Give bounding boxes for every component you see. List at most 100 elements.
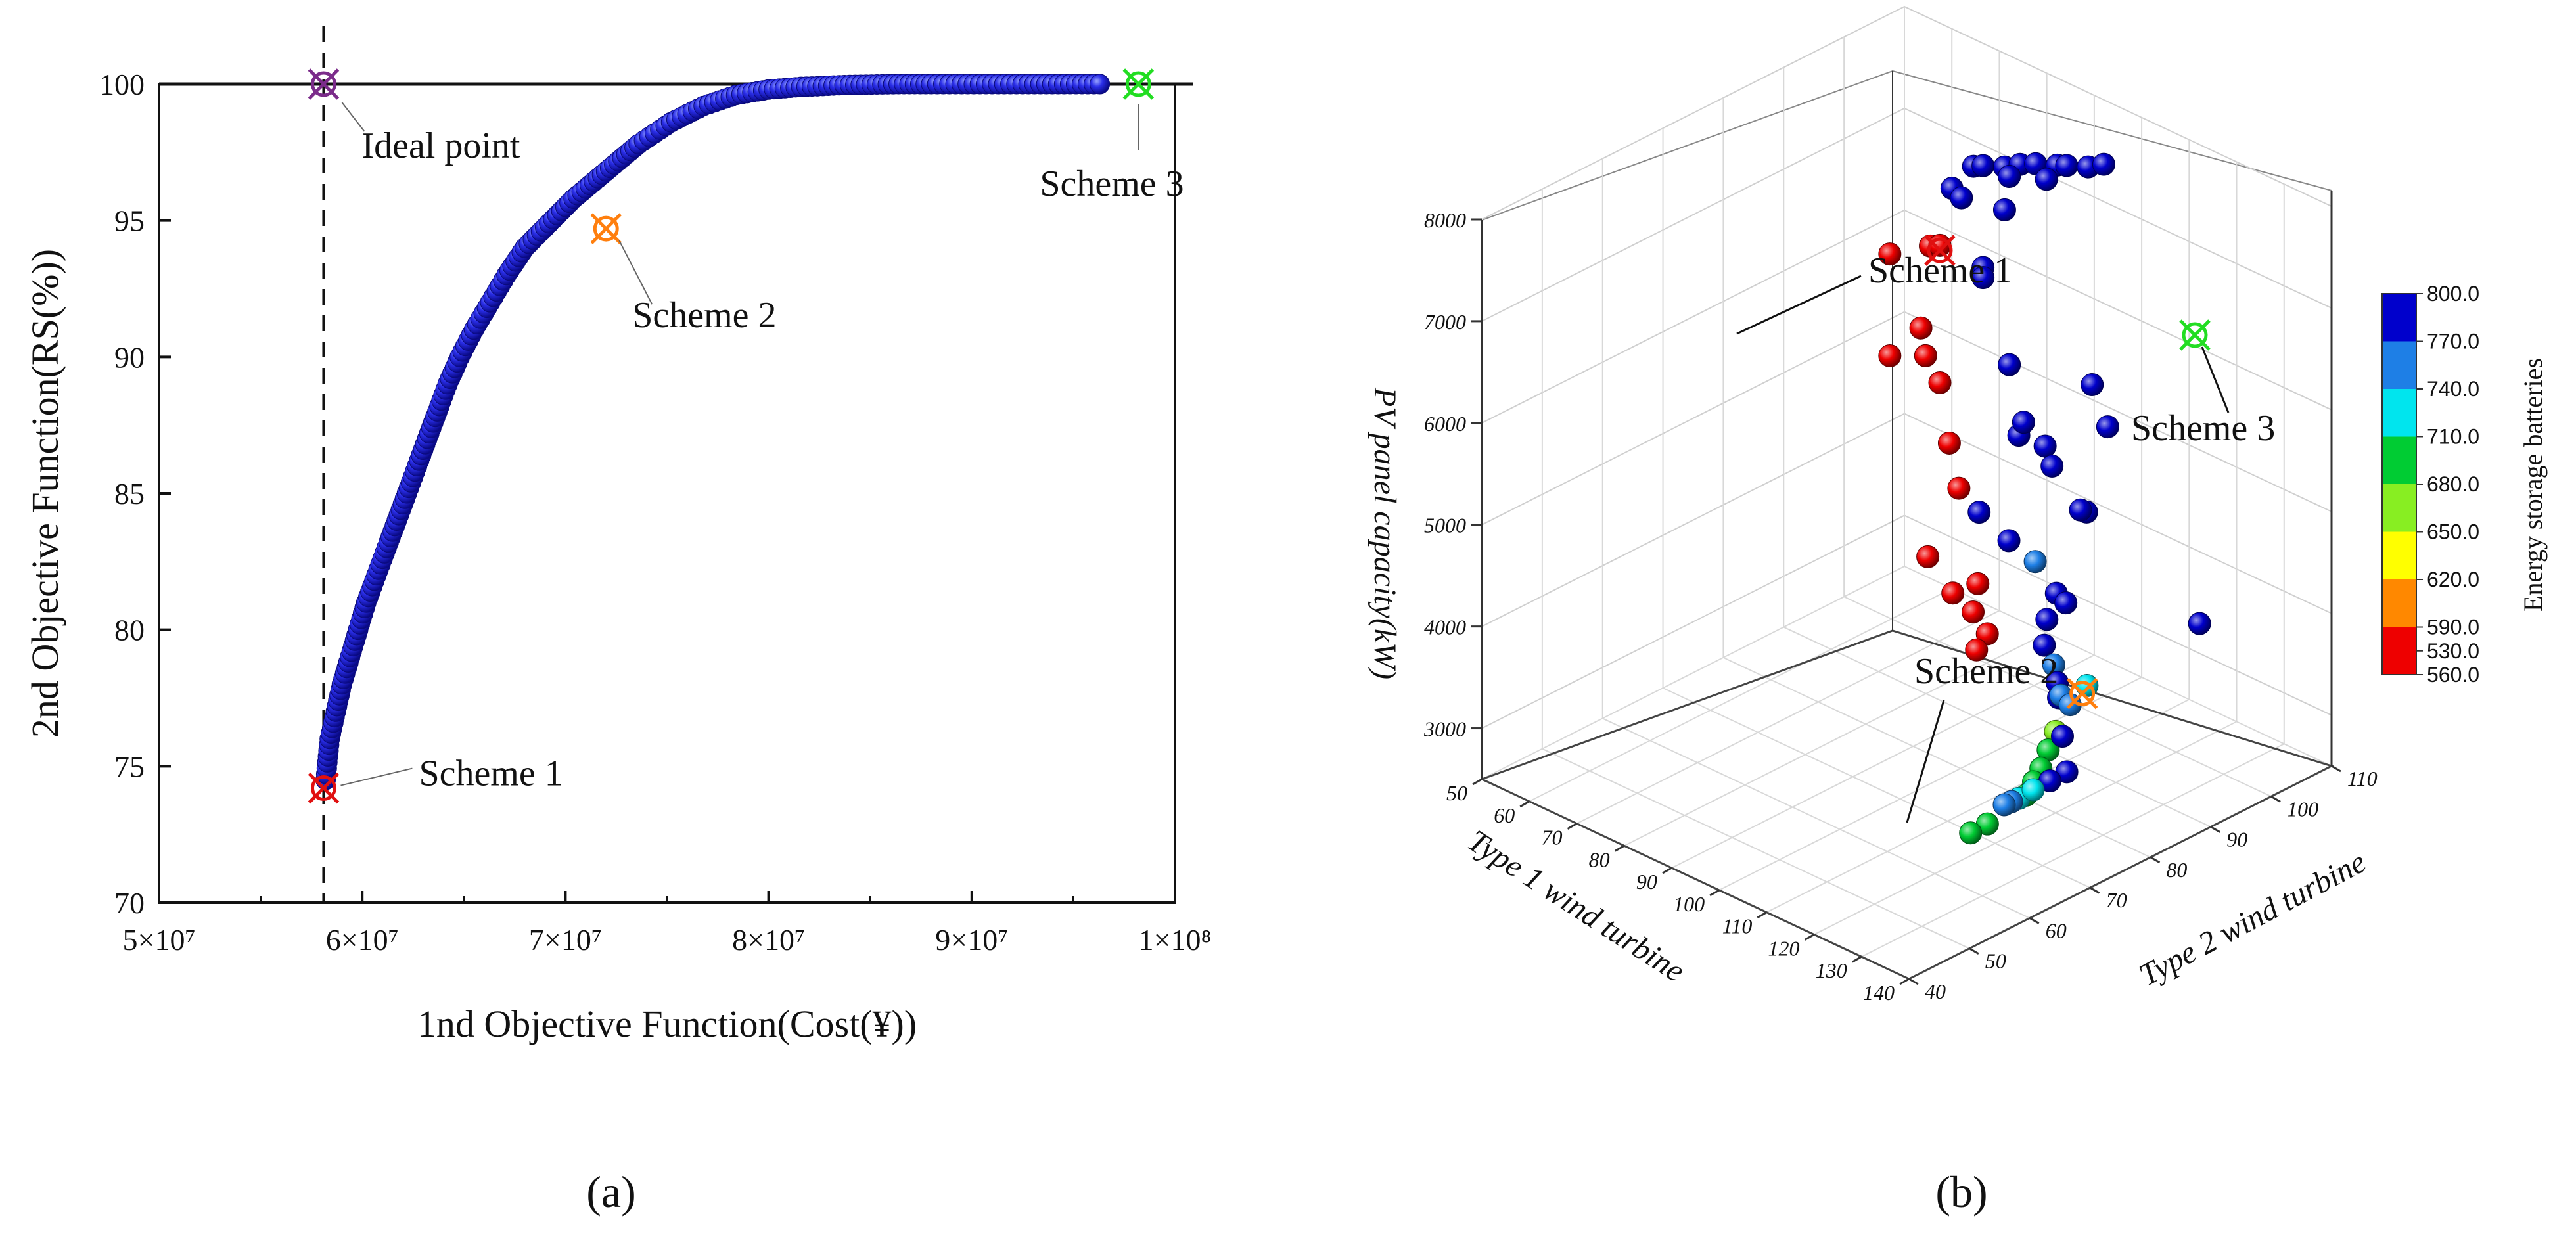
panel-b-colorbar-tick-label: 740.0 xyxy=(2427,377,2479,401)
panel-b-y-tick-label: 60 xyxy=(2046,918,2067,942)
panel-a-y-tick-label: 70 xyxy=(114,886,145,920)
panel-a-x-tick-label: 8×10⁷ xyxy=(732,923,805,957)
panel-b-data-point xyxy=(2021,778,2045,802)
panel-b-data-point xyxy=(1878,242,1902,266)
panel-b-colorbar-segment xyxy=(2382,484,2416,532)
panel-b-data-point xyxy=(2069,498,2092,522)
panel-b-colorbar-segment xyxy=(2382,436,2416,484)
panel-b-x-gridline xyxy=(1861,184,2285,958)
panel-a-y-tick-label: 75 xyxy=(114,750,145,783)
panel-b-x-tick-mark xyxy=(1804,934,1815,941)
panel-b-data-point xyxy=(2012,411,2035,434)
panel-b-data-point xyxy=(2035,168,2058,191)
panel-b-data-point xyxy=(1966,572,1990,595)
panel-a-scheme-marker-x-b xyxy=(590,213,622,244)
panel-b-x-gridline xyxy=(1671,95,2095,869)
panel-b-data-point xyxy=(2051,725,2075,748)
panel-b-data-point xyxy=(1971,266,1995,290)
panel-b-colorbar-tick-label: 800.0 xyxy=(2427,282,2479,305)
panel-b-data-point xyxy=(1950,186,1973,210)
panel-b-data-point xyxy=(1992,793,2016,817)
panel-b-x-gridline xyxy=(1481,7,1905,780)
panel-b-colorbar-tick-label: 770.0 xyxy=(2427,330,2479,353)
panel-b-y-tick-label: 90 xyxy=(2226,828,2247,851)
panel-b-back-left-wall xyxy=(1481,70,1893,780)
panel-b-z-tick-label: 3000 xyxy=(1423,717,1466,741)
panel-b-z-tick-label: 6000 xyxy=(1424,412,1466,436)
panel-b-data-point xyxy=(2081,373,2104,396)
panel-b-x-tick-mark xyxy=(1899,978,1910,985)
panel-b-scheme-marker-x-b xyxy=(1924,235,1956,266)
panel-a-x-tick-label: 7×10⁷ xyxy=(529,923,602,957)
panel-b-colorbar-tick-label: 620.0 xyxy=(2427,568,2479,591)
panel-a-annotation-label: Ideal point xyxy=(361,125,520,166)
panel-b-x-tick-mark xyxy=(1519,800,1530,808)
panel-b-3d-axes-box xyxy=(1479,5,2335,980)
panel-b-x-tick-mark xyxy=(1567,823,1578,830)
panel-a-y-tick-label: 90 xyxy=(114,340,145,374)
panel-b-data-point xyxy=(2033,434,2057,458)
panel-b-data-point xyxy=(1962,600,1985,623)
panel-b-scheme-marker-x-b xyxy=(2179,319,2211,351)
panel-b-chart: 50 60 70 80 90 100 110 120 130 140 40 50 60 70 80 90 100… xyxy=(1368,5,2548,1005)
panel-b-data-point xyxy=(2035,608,2059,631)
panel-a-data-points xyxy=(315,74,1111,790)
panel-a-ticks: 5×10⁷ 6×10⁷ 7×10⁷ 8×10⁷ 9×10⁷ 1×10⁸ 70 75 80 85 90… xyxy=(99,68,1211,957)
panel-a-x-tick-label: 9×10⁷ xyxy=(935,923,1008,957)
panel-a-x-tick-label: 6×10⁷ xyxy=(326,923,399,957)
panel-b-x-tick-label: 60 xyxy=(1494,803,1515,827)
panel-b-annotations: Scheme 1 Scheme 2 Scheme 3 xyxy=(1736,235,2275,823)
panel-b-data-point xyxy=(1937,431,1961,455)
panel-b-data-point xyxy=(2023,550,2047,574)
panel-b-x-tick-label: 80 xyxy=(1589,847,1610,871)
panel-b-data-point xyxy=(2092,152,2115,176)
panel-b-colorbar-tick-label: 680.0 xyxy=(2427,472,2479,496)
panel-b-x-tick-mark xyxy=(1472,778,1483,786)
panel-b-colorbar-tick-label: 650.0 xyxy=(2427,520,2479,544)
panel-a-x-tick-label: 5×10⁷ xyxy=(123,923,196,957)
panel-b-ticks: 50 60 70 80 90 100 110 120 130 140 40 50 60 70 80 90 100… xyxy=(1423,208,2378,1005)
panel-b-scheme-marker-ring xyxy=(2069,681,2096,707)
panel-b-annotation-leader xyxy=(1906,700,1945,823)
panel-b-data-point xyxy=(1914,344,1937,367)
panel-a-annotation-label: Scheme 1 xyxy=(419,754,563,794)
panel-b-z-axis-title: PV panel capacity(kW) xyxy=(1368,387,1402,679)
panel-a-x-tick-label: 1×10⁸ xyxy=(1139,923,1212,957)
panel-b-colorbar-title: Energy storage batteries xyxy=(2518,358,2548,612)
panel-b-data-point xyxy=(1878,344,1902,367)
panel-b-data-point xyxy=(1941,581,1965,605)
panel-a-scheme-marker-ring xyxy=(593,215,619,242)
panel-b-data-point xyxy=(2188,612,2211,635)
panel-b-colorbar-segment xyxy=(2382,579,2416,627)
panel-b-colorbar-tick-label: 560.0 xyxy=(2427,663,2479,687)
panel-b-colorbar-segment xyxy=(2382,531,2416,579)
panel-b-y-gridline xyxy=(1783,67,2211,828)
panel-b-data-point xyxy=(2055,154,2079,177)
panel-b-scheme-marker-ring xyxy=(1927,237,1953,263)
panel-b-y-gridline xyxy=(1541,189,1970,949)
panel-b-data-point xyxy=(1967,501,1991,524)
panel-b-y-tick-mark xyxy=(2331,765,2341,773)
panel-b-y-tick-mark xyxy=(2150,856,2161,864)
panel-b-x-tick-label: 140 xyxy=(1863,981,1895,1005)
panel-b-data-point xyxy=(1997,529,2021,553)
panel-b-x-gridline xyxy=(1624,73,2048,847)
panel-b-scheme-marker-x-b xyxy=(2066,677,2098,710)
panel-b-data-point xyxy=(1998,353,2021,376)
panel-a-x-axis-title: 1nd Objective Function(Cost(¥)) xyxy=(417,1003,917,1045)
panel-a-annotation-leader xyxy=(618,240,653,305)
panel-b-z-gridline xyxy=(1481,209,2332,424)
panel-b-colorbar-tick-label: 710.0 xyxy=(2427,425,2479,449)
panel-b-y-tick-mark xyxy=(1969,947,1979,955)
panel-b-data-point xyxy=(1965,638,1989,662)
panel-b-x-tick-mark xyxy=(1757,911,1768,918)
panel-b-y-tick-mark xyxy=(2089,886,2100,894)
panel-b-x-tick-label: 100 xyxy=(1673,892,1705,916)
panel-a-y-axis-title: 2nd Objective Function(RS(%)) xyxy=(24,249,66,738)
panel-b-data-point xyxy=(2033,633,2056,657)
panel-a-scheme-marker-x-b xyxy=(308,68,340,100)
panel-a-scheme-marker-ring xyxy=(310,775,336,802)
panel-b-data-point xyxy=(1971,154,1995,177)
panel-a-y-tick-label: 95 xyxy=(114,204,145,238)
